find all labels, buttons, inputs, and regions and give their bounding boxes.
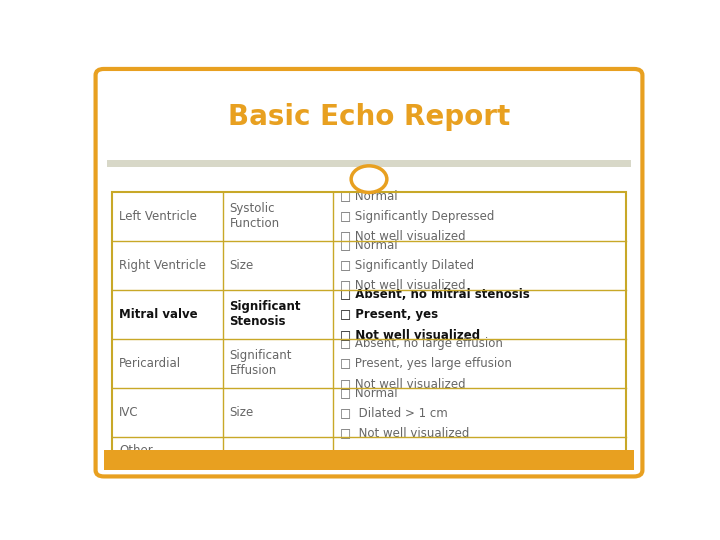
- Text: Mitral valve: Mitral valve: [119, 308, 198, 321]
- Text: □ Absent, no large effusion
□ Present, yes large effusion
□ Not well visualized: □ Absent, no large effusion □ Present, y…: [340, 337, 512, 390]
- Bar: [112, 437, 626, 464]
- Bar: [104, 450, 634, 470]
- Bar: [112, 241, 626, 290]
- FancyBboxPatch shape: [96, 69, 642, 476]
- Text: □ Normal
□  Dilated > 1 cm
□  Not well visualized: □ Normal □ Dilated > 1 cm □ Not well vis…: [340, 386, 469, 439]
- Bar: [112, 192, 626, 464]
- Bar: [112, 339, 626, 388]
- Text: □ Normal
□ Significantly Depressed
□ Not well visualized: □ Normal □ Significantly Depressed □ Not…: [340, 190, 494, 242]
- Text: Significant
Effusion: Significant Effusion: [230, 349, 292, 377]
- Bar: [107, 160, 631, 167]
- Bar: [112, 290, 626, 339]
- Circle shape: [351, 166, 387, 192]
- Text: IVC: IVC: [119, 406, 139, 419]
- Text: Right Ventricle: Right Ventricle: [119, 259, 206, 272]
- Bar: [112, 192, 626, 241]
- Text: Pericardial: Pericardial: [119, 357, 181, 370]
- Text: Systolic
Function: Systolic Function: [230, 202, 279, 230]
- Bar: [112, 388, 626, 437]
- Text: □ Absent, no mitral stenosis
□ Present, yes
□ Not well visualized: □ Absent, no mitral stenosis □ Present, …: [340, 288, 529, 341]
- Text: Other: Other: [119, 444, 153, 457]
- Text: □ Normal
□ Significantly Dilated
□ Not well visualized: □ Normal □ Significantly Dilated □ Not w…: [340, 239, 474, 292]
- Text: Size: Size: [230, 406, 253, 419]
- Text: Significant
Stenosis: Significant Stenosis: [230, 300, 301, 328]
- Text: Left Ventricle: Left Ventricle: [119, 210, 197, 222]
- Text: Size: Size: [230, 259, 253, 272]
- Text: Basic Echo Report: Basic Echo Report: [228, 103, 510, 131]
